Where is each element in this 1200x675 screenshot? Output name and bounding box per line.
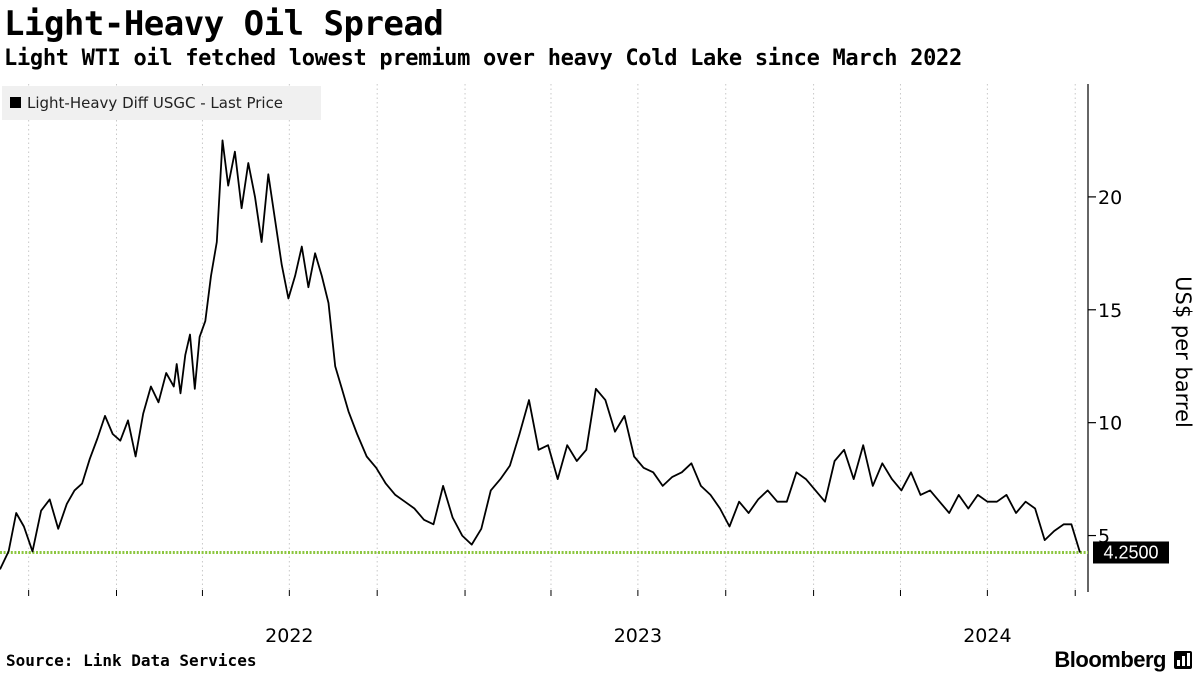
- legend-background: [2, 86, 321, 120]
- x-tick-label: 2024: [963, 625, 1011, 647]
- x-tick-label: 2022: [265, 625, 313, 647]
- last-value-text: 4.2500: [1103, 542, 1158, 562]
- y-tick-label: 10: [1098, 413, 1122, 435]
- y-axis-label: US$ per barrel: [1171, 276, 1195, 428]
- vertical-gridlines: [28, 84, 1076, 596]
- chart-title: Light-Heavy Oil Spread: [4, 4, 444, 44]
- last-value-box: [1093, 541, 1169, 564]
- y-tick-label: 15: [1098, 300, 1122, 322]
- bloomberg-mark-icon: [1174, 651, 1192, 669]
- y-tick-label: 20: [1098, 187, 1122, 209]
- source-note: Source: Link Data Services: [6, 651, 257, 670]
- legend: Light-Heavy Diff USGC - Last Price: [2, 86, 321, 120]
- x-ticks: 2022 2023 2024: [265, 625, 1011, 647]
- x-tick-label: 2023: [614, 625, 662, 647]
- chart-subtitle: Light WTI oil fetched lowest premium ove…: [4, 46, 962, 71]
- legend-swatch: [10, 97, 21, 108]
- last-value-label: 4.2500: [1093, 541, 1169, 564]
- bloomberg-logo: Bloomberg: [1054, 647, 1166, 672]
- series-line: [0, 139, 1081, 570]
- legend-label: Light-Heavy Diff USGC - Last Price: [27, 94, 283, 112]
